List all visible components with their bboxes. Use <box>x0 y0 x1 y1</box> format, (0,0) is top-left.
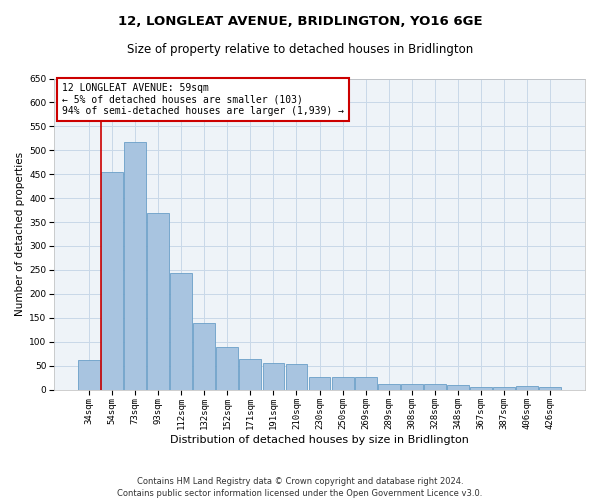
Bar <box>239 360 262 390</box>
Bar <box>539 387 561 390</box>
Bar <box>217 347 238 390</box>
Bar <box>101 172 123 390</box>
Bar <box>424 384 446 390</box>
Text: 12, LONGLEAT AVENUE, BRIDLINGTON, YO16 6GE: 12, LONGLEAT AVENUE, BRIDLINGTON, YO16 6… <box>118 15 482 28</box>
Bar <box>493 387 515 390</box>
Bar <box>78 360 100 390</box>
Y-axis label: Number of detached properties: Number of detached properties <box>15 152 25 316</box>
Bar <box>148 214 169 390</box>
Bar <box>332 377 353 390</box>
Bar <box>378 384 400 390</box>
Bar <box>516 386 538 390</box>
Bar <box>401 384 422 390</box>
Text: Contains HM Land Registry data © Crown copyright and database right 2024.: Contains HM Land Registry data © Crown c… <box>137 478 463 486</box>
Bar <box>286 364 307 390</box>
X-axis label: Distribution of detached houses by size in Bridlington: Distribution of detached houses by size … <box>170 435 469 445</box>
Bar <box>263 363 284 390</box>
Bar <box>355 376 377 390</box>
Bar <box>447 385 469 390</box>
Bar <box>308 376 331 390</box>
Bar <box>470 386 492 390</box>
Bar <box>193 322 215 390</box>
Text: Size of property relative to detached houses in Bridlington: Size of property relative to detached ho… <box>127 42 473 56</box>
Text: 12 LONGLEAT AVENUE: 59sqm
← 5% of detached houses are smaller (103)
94% of semi-: 12 LONGLEAT AVENUE: 59sqm ← 5% of detach… <box>62 83 344 116</box>
Text: Contains public sector information licensed under the Open Government Licence v3: Contains public sector information licen… <box>118 489 482 498</box>
Bar <box>170 273 192 390</box>
Bar <box>124 142 146 390</box>
